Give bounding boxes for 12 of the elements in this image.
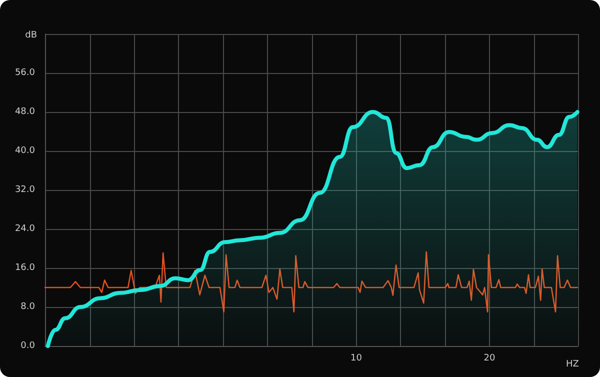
y-tick-label: 32.0 <box>14 185 36 195</box>
x-tick-label: 20 <box>484 354 496 364</box>
y-tick-label: 16.0 <box>14 263 36 273</box>
y-tick-label: 40.0 <box>14 146 36 156</box>
y-tick-label: 8.0 <box>20 302 36 312</box>
y-tick-label: 56.0 <box>14 68 36 78</box>
x-tick-label: 10 <box>350 354 362 364</box>
y-tick-label: 0.0 <box>20 341 36 351</box>
y-tick-label: 48.0 <box>14 107 36 117</box>
y-axis-title: dB <box>25 30 37 40</box>
y-tick-label: 24.0 <box>14 224 36 234</box>
x-axis-title: HZ <box>566 360 579 370</box>
